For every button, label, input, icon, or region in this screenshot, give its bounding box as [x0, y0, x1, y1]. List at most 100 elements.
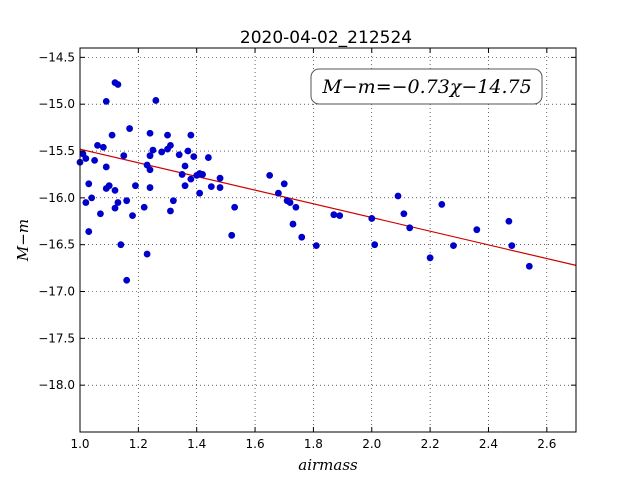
x-tick-label: 2.6 — [537, 437, 556, 451]
data-point — [330, 211, 338, 219]
y-tick-label: −14.5 — [38, 50, 75, 64]
data-point — [187, 175, 195, 183]
y-tick-label: −16.5 — [38, 238, 75, 252]
fit-line — [79, 148, 577, 266]
data-point — [146, 184, 154, 191]
data-point — [184, 147, 192, 155]
data-point — [368, 215, 376, 222]
data-point — [164, 131, 171, 139]
data-point — [312, 242, 320, 250]
data-point — [473, 226, 481, 234]
data-point — [204, 154, 212, 161]
data-points — [76, 79, 533, 284]
data-point — [140, 203, 148, 211]
plot-frame — [79, 47, 577, 433]
x-tick-label: 1.4 — [187, 437, 206, 451]
data-point — [88, 194, 96, 202]
data-point — [85, 228, 93, 235]
data-point — [181, 182, 189, 190]
y-tick-label: −17.0 — [38, 285, 75, 299]
data-point — [505, 217, 513, 225]
data-point — [117, 241, 125, 249]
x-tick-label: 1.2 — [129, 437, 148, 451]
data-point — [102, 97, 110, 105]
y-tick-label: −18.0 — [38, 378, 75, 392]
data-point — [108, 131, 116, 139]
data-point — [143, 250, 151, 258]
data-point — [167, 142, 174, 149]
data-point — [114, 199, 122, 206]
chart-title: 2020-04-02_212524 — [240, 28, 412, 48]
data-point — [286, 199, 294, 206]
data-point — [123, 197, 131, 205]
data-point — [228, 231, 236, 239]
data-point — [102, 163, 110, 171]
data-point — [450, 242, 457, 250]
data-point — [158, 148, 166, 156]
data-point — [406, 224, 414, 232]
x-tick-label: 1.6 — [246, 437, 265, 451]
data-point — [167, 207, 174, 215]
data-point — [99, 143, 107, 151]
data-point — [120, 152, 128, 160]
x-tick-label: 2.2 — [421, 437, 440, 451]
data-point — [178, 171, 186, 178]
data-point — [82, 155, 90, 162]
annotation-box — [310, 68, 543, 105]
x-tick-label: 1.8 — [304, 437, 323, 451]
data-point — [426, 254, 434, 262]
y-tick-label: −15.5 — [38, 144, 75, 158]
data-point — [169, 197, 177, 205]
data-point — [132, 182, 139, 190]
data-point — [181, 162, 189, 170]
data-point — [149, 146, 157, 154]
y-tick-label: −17.5 — [38, 331, 75, 345]
data-point — [289, 220, 297, 228]
data-point — [85, 180, 93, 188]
y-tick-label: −16.0 — [38, 191, 75, 205]
data-point — [199, 171, 206, 178]
data-point — [129, 212, 136, 220]
data-point — [146, 166, 154, 174]
data-point — [292, 203, 300, 211]
fit-annotation: M−m=−0.73χ−14.75 — [310, 68, 543, 105]
data-point — [82, 199, 90, 206]
data-point — [266, 171, 274, 179]
x-tick-label: 2.0 — [362, 437, 381, 451]
data-point — [438, 201, 446, 208]
data-point — [336, 212, 344, 220]
data-point — [216, 174, 224, 182]
data-point — [114, 81, 122, 88]
data-point — [400, 210, 408, 218]
data-point — [97, 210, 104, 218]
data-point — [126, 125, 133, 132]
data-point — [187, 131, 195, 139]
x-tick-label: 2.4 — [479, 437, 498, 451]
data-point — [298, 233, 306, 241]
data-point — [175, 151, 183, 159]
data-point — [196, 189, 204, 197]
x-axis-label: airmass — [298, 456, 358, 474]
y-axis-label: M−m — [14, 219, 32, 262]
data-point — [280, 180, 288, 188]
y-tick-label: −15.0 — [38, 97, 75, 111]
annotation-text: M−m=−0.73χ−14.75 — [321, 76, 531, 98]
data-point — [207, 183, 215, 191]
data-point — [231, 203, 239, 211]
data-point — [525, 262, 533, 270]
data-point — [146, 129, 154, 137]
data-point — [94, 142, 101, 149]
data-point — [508, 242, 516, 250]
data-point — [123, 276, 131, 284]
data-point — [371, 241, 379, 249]
data-point — [111, 186, 119, 194]
x-tick-label: 1.0 — [70, 437, 89, 451]
data-point — [394, 192, 402, 200]
data-point — [105, 182, 113, 190]
data-point — [190, 153, 198, 161]
ticks: 1.0 1.2 1.4 1.6 1.8 2.0 2.2 2.4 2.6 −14.5 −15.0 −15… — [38, 48, 576, 451]
data-point — [216, 184, 224, 191]
data-point — [91, 156, 98, 164]
data-point — [275, 189, 282, 197]
